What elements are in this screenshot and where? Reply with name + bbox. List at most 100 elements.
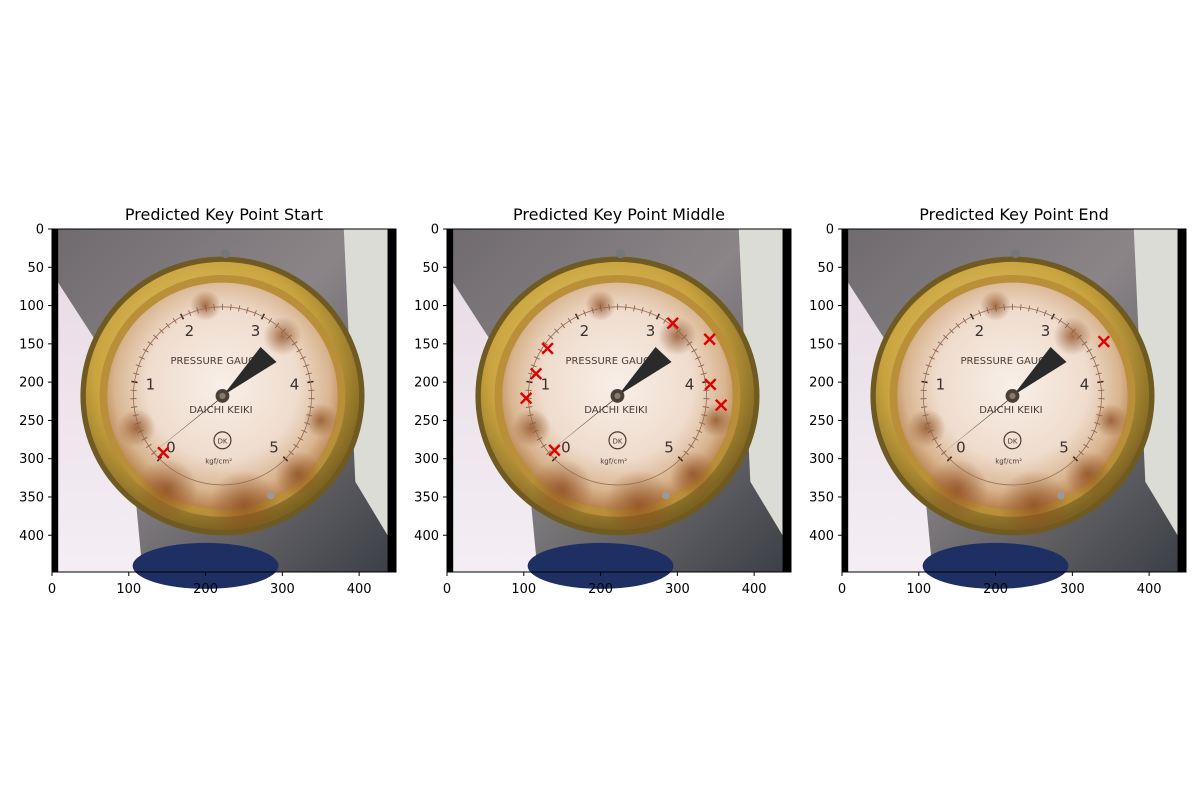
x-tick-label: 300: [1060, 582, 1085, 597]
y-tick-label: 100: [19, 299, 44, 314]
y-tick-label: 300: [809, 452, 834, 467]
key-point-marker: [666, 316, 679, 330]
chart-title: Predicted Key Point Start: [125, 205, 323, 224]
y-tick-label: 100: [809, 299, 834, 314]
y-tick-label: 150: [19, 337, 44, 352]
x-tick-label: 200: [588, 582, 613, 597]
y-tick-label: 350: [414, 490, 439, 505]
gauge-unit-text: kgf/cm²: [205, 457, 232, 465]
gauge-photo: 0 1 2 3 4 5 PRESSURE GAUGE DAICHI KEIKI DK kgf/cm…: [447, 229, 791, 589]
y-tick-label: 200: [414, 376, 439, 391]
x-tick-label: 400: [742, 582, 767, 597]
gauge-photo: 0 1 2 3 4 5 PRESSURE GAUGE DAICHI KEIKI DK kgf/cm…: [842, 229, 1186, 589]
x-tick-label: 0: [443, 582, 451, 597]
y-tick-label: 0: [36, 223, 44, 238]
key-point-marker: [519, 392, 533, 405]
key-point-marker: [714, 398, 728, 412]
gauge-unit-text: kgf/cm²: [600, 457, 627, 465]
gauge-numeral: 5: [1059, 438, 1069, 456]
gauge-numeral: 3: [646, 322, 656, 340]
gauge-numeral: 0: [561, 438, 571, 456]
plot-frame: [841, 228, 1187, 573]
y-tick-label: 250: [19, 414, 44, 429]
gauge-text-bottom: DAICHI KEIKI: [584, 405, 647, 416]
gauge-needle: [149, 346, 277, 456]
gauge-numeral: 5: [664, 438, 674, 456]
y-tick-label: 400: [414, 529, 439, 544]
gauge-needle: [939, 346, 1067, 456]
y-tick-label: 400: [19, 529, 44, 544]
chart-panel: 0 1 2 3 4 5 PRESSURE GAUGE DAICHI KEIKI DK kgf/cm…: [414, 205, 792, 597]
gauge-numeral: 4: [685, 375, 695, 393]
y-tick-label: 300: [414, 452, 439, 467]
key-point-marker: [529, 367, 543, 380]
x-tick-label: 100: [511, 582, 536, 597]
gauge-numeral: 4: [290, 375, 300, 393]
gauge-numeral: 2: [975, 322, 985, 340]
key-point-marker: [541, 342, 554, 355]
y-tick-label: 300: [19, 452, 44, 467]
gauge-logo: [1003, 431, 1022, 450]
key-point-marker: [548, 444, 561, 457]
y-tick-label: 350: [19, 490, 44, 505]
plot-frame: [446, 228, 792, 573]
y-tick-label: 0: [826, 223, 834, 238]
y-tick-label: 200: [809, 376, 834, 391]
y-tick-label: 400: [809, 529, 834, 544]
x-tick-label: 100: [116, 582, 141, 597]
y-tick-label: 50: [817, 261, 834, 276]
y-tick-label: 100: [414, 299, 439, 314]
y-tick-label: 250: [414, 414, 439, 429]
gauge-text-bottom: DAICHI KEIKI: [189, 405, 252, 416]
y-tick-label: 150: [809, 337, 834, 352]
chart-panel: 0 1 2 3 4 5 PRESSURE GAUGE DAICHI KEIKI DK kgf/cm…: [19, 205, 397, 597]
gauge-numeral: 0: [956, 438, 966, 456]
gauge-text-top: PRESSURE GAUGE: [565, 356, 657, 367]
y-tick-label: 50: [422, 261, 439, 276]
x-tick-label: 200: [193, 582, 218, 597]
gauge-logo-text: DK: [612, 437, 622, 445]
y-tick-label: 0: [431, 223, 439, 238]
gauge-numeral: 3: [1041, 322, 1051, 340]
key-point-marker: [157, 446, 170, 459]
plot-frame: [51, 228, 397, 573]
gauge-numeral: 0: [166, 438, 176, 456]
y-tick-label: 200: [19, 376, 44, 391]
x-tick-label: 300: [270, 582, 295, 597]
chart-panel: 0 1 2 3 4 5 PRESSURE GAUGE DAICHI KEIKI DK kgf/cm…: [809, 205, 1187, 597]
gauge-numeral: 4: [1080, 375, 1090, 393]
gauge-numeral: 2: [580, 322, 590, 340]
y-tick-label: 50: [27, 261, 44, 276]
gauge-text-top: PRESSURE GAUGE: [960, 356, 1052, 367]
x-tick-label: 100: [906, 582, 931, 597]
x-tick-label: 400: [1137, 582, 1162, 597]
x-tick-label: 0: [48, 582, 56, 597]
gauge-needle: [544, 346, 672, 456]
gauge-numeral: 1: [936, 375, 946, 393]
gauge-numeral: 1: [541, 375, 551, 393]
gauge-numeral: 1: [146, 375, 156, 393]
y-tick-label: 150: [414, 337, 439, 352]
gauge-unit-text: kgf/cm²: [995, 457, 1022, 465]
gauge-numeral: 3: [251, 322, 261, 340]
gauge-text-bottom: DAICHI KEIKI: [979, 405, 1042, 416]
x-tick-label: 0: [838, 582, 846, 597]
x-tick-label: 300: [665, 582, 690, 597]
y-tick-label: 350: [809, 490, 834, 505]
gauge-numeral: 2: [185, 322, 195, 340]
x-tick-label: 200: [983, 582, 1008, 597]
key-point-marker: [1097, 335, 1111, 348]
gauge-logo: [213, 431, 232, 450]
gauge-logo-text: DK: [1007, 437, 1017, 445]
gauge-logo-text: DK: [217, 437, 227, 445]
chart-title: Predicted Key Point End: [919, 205, 1109, 224]
key-point-marker: [704, 378, 717, 391]
y-tick-label: 250: [809, 414, 834, 429]
gauge-numeral: 5: [269, 438, 279, 456]
gauge-text-top: PRESSURE GAUGE: [170, 356, 262, 367]
chart-title: Predicted Key Point Middle: [513, 205, 725, 224]
gauge-logo: [608, 431, 627, 450]
gauge-photo: 0 1 2 3 4 5 PRESSURE GAUGE DAICHI KEIKI DK kgf/cm…: [52, 229, 396, 589]
key-point-marker: [703, 333, 716, 346]
